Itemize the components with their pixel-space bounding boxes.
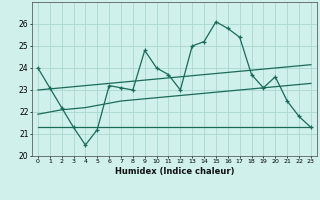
- X-axis label: Humidex (Indice chaleur): Humidex (Indice chaleur): [115, 167, 234, 176]
